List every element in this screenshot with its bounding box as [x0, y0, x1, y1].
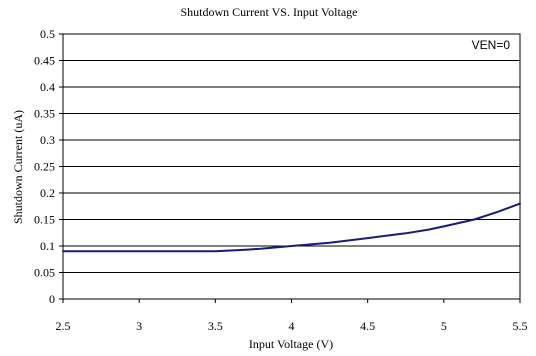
y-tick-label: 0.05	[34, 266, 55, 280]
chart-title: Shutdown Current VS. Input Voltage	[180, 5, 357, 19]
y-tick-label: 0.25	[34, 160, 55, 174]
chart-annotation: VEN=0	[472, 38, 511, 52]
x-tick-label: 5	[441, 319, 447, 333]
grid-lines	[63, 60, 520, 273]
x-tick-label: 3	[136, 319, 142, 333]
y-tick-label: 0.35	[34, 107, 55, 121]
series-line	[62, 202, 521, 253]
x-tick-label: 2.5	[56, 319, 71, 333]
y-axis-ticks: 0 0.05 0.1 0.15 0.2 0.25 0.3 0.35 0.4 0.45 0.5	[34, 27, 63, 306]
y-tick-label: 0.15	[34, 213, 55, 227]
series-group	[62, 202, 521, 253]
x-tick-label: 3.5	[208, 319, 223, 333]
x-axis-ticks: 2.5 3 3.5 4 4.5 5 5.5	[56, 299, 528, 333]
x-axis-label: Input Voltage (V)	[249, 337, 333, 351]
y-axis-label: Shutdown Current (uA)	[11, 110, 25, 224]
y-tick-label: 0.5	[40, 27, 55, 41]
y-tick-label: 0.3	[40, 133, 55, 147]
y-tick-label: 0.4	[40, 80, 55, 94]
x-tick-label: 4	[289, 319, 295, 333]
y-tick-label: 0	[49, 292, 55, 306]
y-tick-label: 0.2	[40, 186, 55, 200]
y-tick-label: 0.45	[34, 54, 55, 68]
x-tick-label: 5.5	[513, 319, 528, 333]
x-tick-label: 4.5	[360, 319, 375, 333]
y-tick-label: 0.1	[40, 239, 55, 253]
